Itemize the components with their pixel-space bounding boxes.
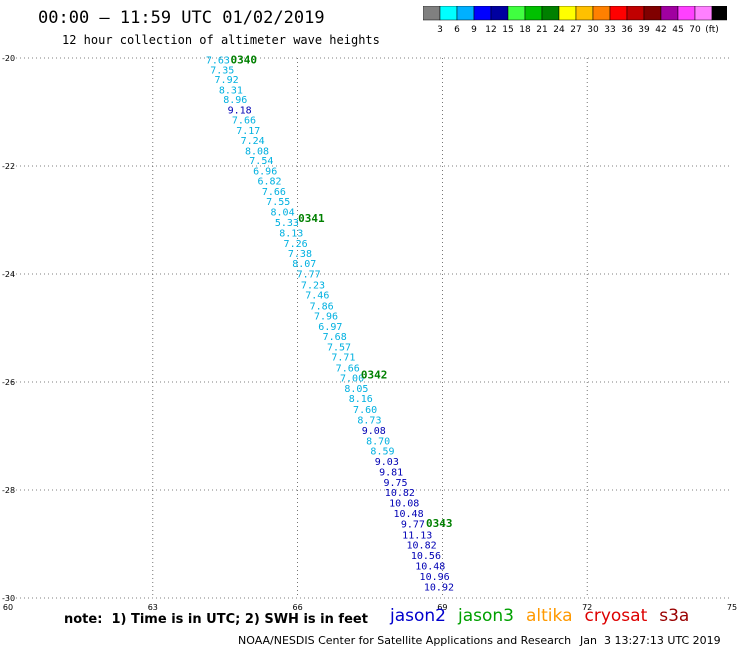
wave-height-value: 8.59 [370,447,394,458]
wave-height-value: 8.07 [292,259,316,270]
legend-label: 33 [604,25,615,35]
wave-height-value: 7.68 [323,332,347,343]
satellite-legend: jason2 jason3 altika cryosat s3a [390,606,701,626]
x-tick-label: 66 [293,603,303,610]
wave-height-value: 10.82 [407,541,437,552]
legend-label: 6 [454,25,460,35]
wave-height-value: 9.75 [383,478,407,489]
wave-height-value: 7.86 [310,301,334,312]
wave-height-value: 8.08 [245,146,269,157]
wave-height-value: 8.04 [271,207,295,218]
legend-label: 42 [655,25,666,35]
time-annotation: 0340 [231,54,258,67]
wave-height-value: 10.82 [385,488,415,499]
wave-height-value: 7.66 [336,363,360,374]
x-tick-label: 63 [148,603,158,610]
wave-height-value: 7.60 [353,405,377,416]
wave-height-value: 7.17 [236,126,260,137]
wave-height-value: 8.13 [279,228,303,239]
wave-height-value: 7.66 [232,116,256,127]
y-tick-label: -26 [2,378,15,387]
satellite-label-altika: altika [526,606,573,626]
time-annotation: 0342 [361,368,388,381]
page-title: 00:00 – 11:59 UTC 01/02/2019 [38,8,325,28]
wave-height-value: 7.55 [266,197,290,208]
x-tick-label: 69 [437,603,447,610]
legend-label: (ft) [705,25,719,35]
wave-height-value: 10.56 [411,551,441,562]
wave-height-value: 9.81 [379,468,403,479]
legend-label: 21 [536,25,547,35]
credit-text: NOAA/NESDIS Center for Satellite Applica… [238,634,572,647]
color-scale-legend: 3 6 9 12 15 18 21 24 27 30 33 36 39 42 45 70 (ft) [423,6,727,35]
wave-height-value: 9.18 [228,105,252,116]
wave-height-value: 7.92 [215,75,239,86]
wave-height-value: 8.73 [357,415,381,426]
wave-height-value: 9.03 [375,457,399,468]
satellite-label-jason2: jason2 [390,606,446,626]
y-tick-label: -22 [2,162,15,171]
wave-height-value: 7.35 [210,65,234,76]
wave-height-value: 10.48 [393,509,423,520]
satellite-label-jason3: jason3 [458,606,514,626]
wave-height-value: 10.08 [389,498,419,509]
wave-height-value: 7.66 [262,187,286,198]
legend-label: 39 [638,25,650,35]
wave-height-value: 9.77 [401,519,425,530]
legend-label: 24 [553,25,565,35]
legend-label: 9 [471,25,477,35]
y-tick-label: -20 [2,54,15,63]
wave-height-value: 7.71 [331,353,355,364]
legend-label: 45 [672,25,683,35]
legend-label: 70 [689,25,701,35]
legend-label: 15 [502,25,513,35]
wave-height-value: 10.96 [420,572,450,583]
wave-height-value: 7.38 [288,249,312,260]
wave-height-value: 7.54 [249,156,273,167]
legend-swatch [711,6,727,21]
wave-height-value: 7.57 [327,342,351,353]
wave-height-value: 10.92 [424,583,454,594]
y-tick-label: -24 [2,270,15,279]
legend-label: 27 [570,25,581,35]
wave-height-value: 6.97 [318,322,342,333]
wave-height-value: 7.63 [206,56,230,67]
y-tick-label: -30 [2,594,15,603]
x-tick-label: 72 [582,603,592,610]
wave-height-value: 8.31 [219,85,243,96]
legend-label: 3 [437,25,443,35]
legend-label: 18 [519,25,531,35]
page-subtitle: 12 hour collection of altimeter wave hei… [62,33,380,47]
x-tick-label: 75 [727,603,737,610]
legend-label: 30 [587,25,599,35]
wave-height-value: 6.82 [257,177,281,188]
wave-height-value: 7.00 [340,374,364,385]
satellite-label-s3a: s3a [659,606,690,626]
wave-height-value: 8.96 [223,95,247,106]
footer-note: note: 1) Time is in UTC; 2) SWH is in fe… [64,612,368,627]
wave-height-value: 7.24 [241,136,265,147]
wave-height-value: 10.48 [415,562,445,573]
wave-height-value: 11.13 [402,530,432,541]
wave-height-value: 7.46 [305,291,329,302]
wave-height-value: 9.08 [362,426,386,437]
wave-height-value: 8.05 [344,384,368,395]
wave-height-value: 7.26 [284,239,308,250]
satellite-label-cryosat: cryosat [584,606,648,626]
generated-timestamp: Jan 3 13:27:13 UTC 2019 [580,634,721,647]
wave-height-value: 7.77 [297,269,321,280]
wave-height-value: 6.96 [253,166,277,177]
time-annotation: 0343 [426,517,453,530]
wave-height-value: 8.70 [366,436,390,447]
wave-height-value: 5.33 [275,218,299,229]
legend-label: 12 [485,25,496,35]
x-tick-label: 60 [3,603,13,610]
y-tick-label: -28 [2,486,15,495]
wave-height-value: 7.23 [301,280,325,291]
legend-label: 36 [621,25,633,35]
wave-height-value: 7.96 [314,312,338,323]
time-annotation: 0341 [298,212,325,225]
wave-height-value: 8.16 [349,394,373,405]
